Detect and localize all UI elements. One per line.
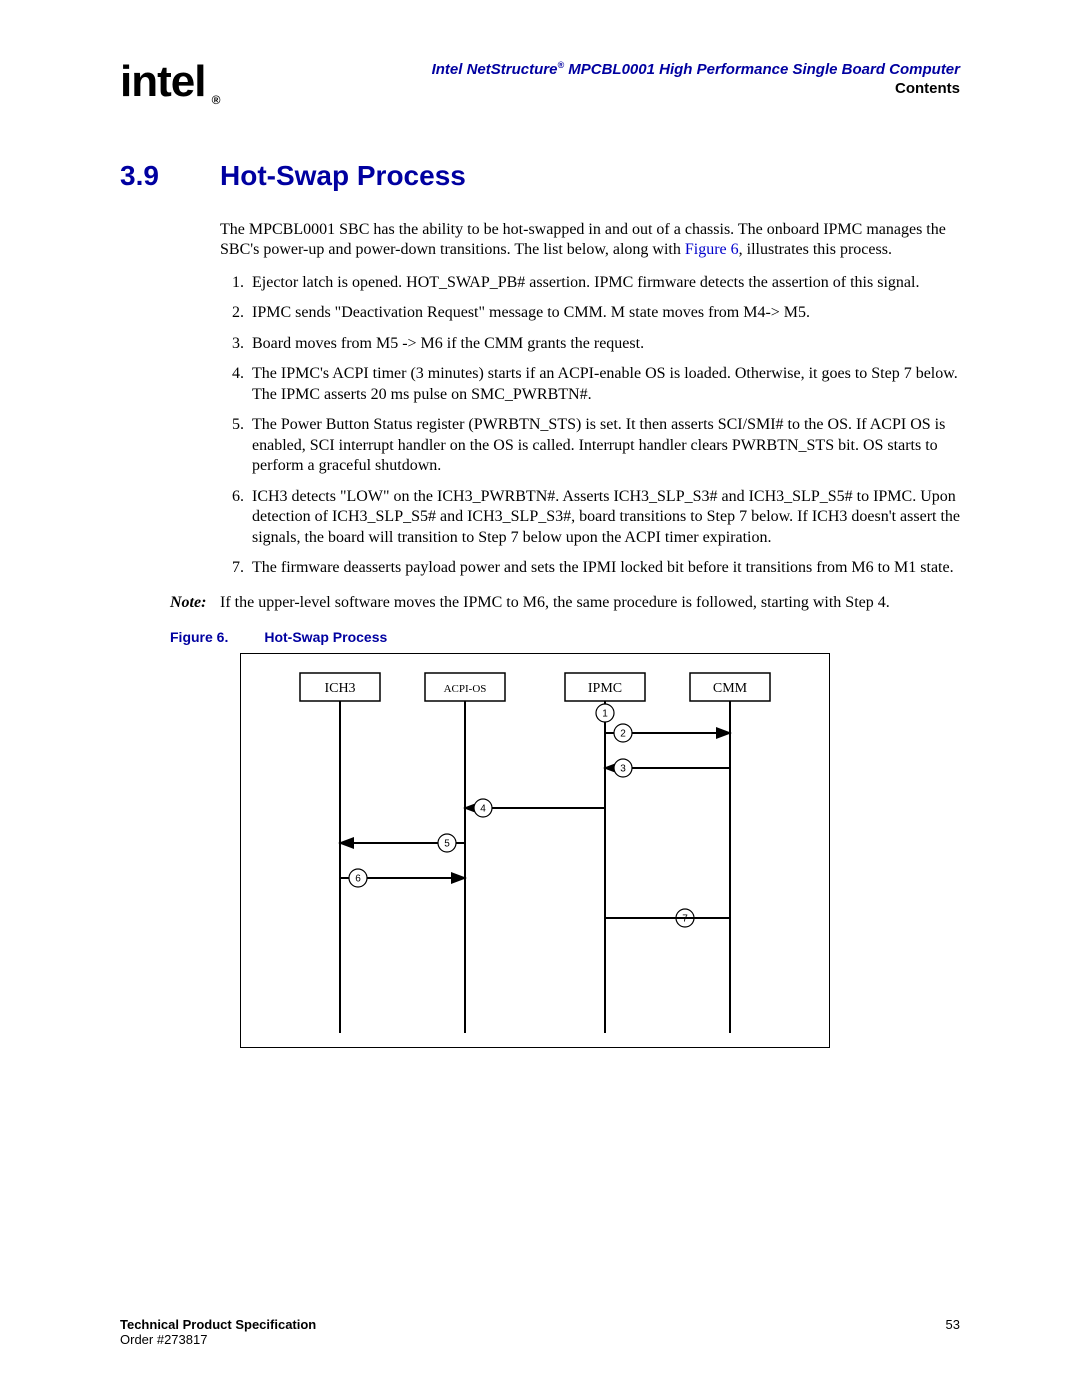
body-column: The MPCBL0001 SBC has the ability to be … (220, 220, 960, 579)
step-item: IPMC sends "Deactivation Request" messag… (248, 303, 960, 323)
note-label: Note: (170, 593, 220, 613)
header-right: Intel NetStructure® MPCBL0001 High Perfo… (432, 60, 960, 97)
page-footer: Technical Product Specification 53 Order… (120, 1317, 960, 1347)
logo-text: intel (120, 57, 205, 106)
step-item: Board moves from M5 -> M6 if the CMM gra… (248, 334, 960, 354)
svg-text:3: 3 (620, 764, 626, 775)
svg-text:IPMC: IPMC (588, 681, 622, 696)
svg-text:6: 6 (355, 874, 361, 885)
intel-logo: intel® (120, 60, 205, 110)
svg-text:1: 1 (602, 709, 608, 720)
svg-text:CMM: CMM (713, 681, 748, 696)
note-text: If the upper-level software moves the IP… (220, 593, 890, 613)
section-title: Hot-Swap Process (220, 160, 466, 192)
registered-icon: ® (212, 94, 220, 106)
header-contents: Contents (432, 80, 960, 97)
footer-page-number: 53 (946, 1317, 960, 1332)
figure-diagram: ICH3ACPI-OSIPMCCMM1723456 (240, 653, 960, 1053)
product-title: Intel NetStructure® MPCBL0001 High Perfo… (432, 60, 960, 78)
svg-text:ACPI-OS: ACPI-OS (444, 683, 487, 695)
footer-order: Order #273817 (120, 1332, 960, 1347)
section-heading: 3.9 Hot-Swap Process (120, 160, 960, 192)
footer-row: Technical Product Specification 53 (120, 1317, 960, 1332)
step-item: The Power Button Status register (PWRBTN… (248, 415, 960, 476)
step-item: ICH3 detects "LOW" on the ICH3_PWRBTN#. … (248, 487, 960, 548)
figure-caption-number: Figure 6. (170, 629, 228, 645)
page: intel® Intel NetStructure® MPCBL0001 Hig… (0, 0, 1080, 1397)
svg-text:4: 4 (480, 804, 486, 815)
product-line: Intel NetStructure (432, 61, 558, 78)
section-number: 3.9 (120, 160, 220, 192)
note-row: Note: If the upper-level software moves … (170, 593, 960, 613)
intro-post: , illustrates this process. (739, 241, 892, 258)
product-rest: MPCBL0001 High Performance Single Board … (564, 61, 960, 78)
svg-text:ICH3: ICH3 (324, 681, 355, 696)
intro-paragraph: The MPCBL0001 SBC has the ability to be … (220, 220, 960, 261)
steps-list: Ejector latch is opened. HOT_SWAP_PB# as… (220, 273, 960, 579)
step-item: The firmware deasserts payload power and… (248, 558, 960, 578)
svg-text:5: 5 (444, 839, 450, 850)
figure-caption: Figure 6. Hot-Swap Process (170, 629, 960, 645)
footer-tps: Technical Product Specification (120, 1317, 316, 1332)
figure-caption-title: Hot-Swap Process (264, 629, 387, 645)
step-item: The IPMC's ACPI timer (3 minutes) starts… (248, 364, 960, 405)
svg-text:2: 2 (620, 729, 626, 740)
sequence-diagram: ICH3ACPI-OSIPMCCMM1723456 (240, 653, 830, 1048)
figure-link[interactable]: Figure 6 (685, 241, 739, 258)
step-item: Ejector latch is opened. HOT_SWAP_PB# as… (248, 273, 960, 293)
page-header: intel® Intel NetStructure® MPCBL0001 Hig… (120, 60, 960, 110)
